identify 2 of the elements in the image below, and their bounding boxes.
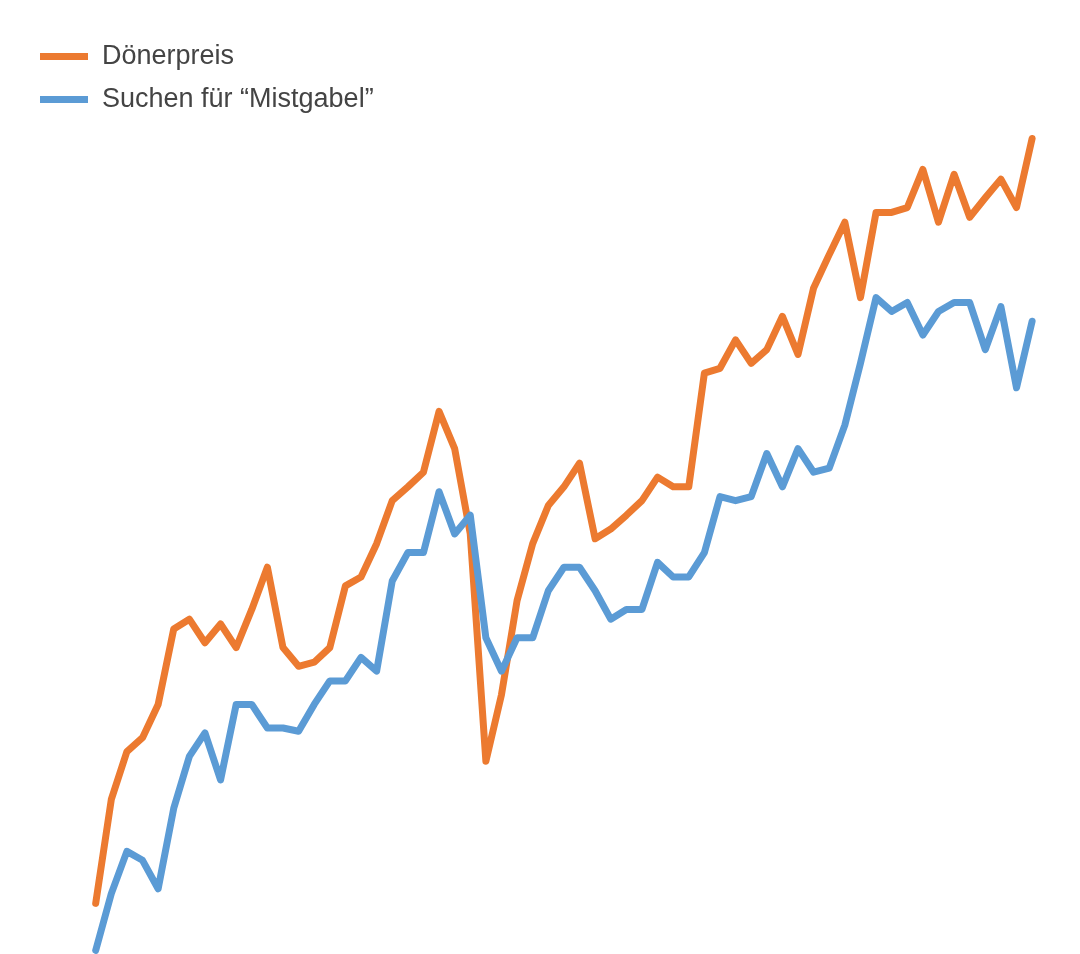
legend-label: Dönerpreis [102,40,235,71]
legend-label: Suchen für “Mistgabel” [102,83,374,114]
